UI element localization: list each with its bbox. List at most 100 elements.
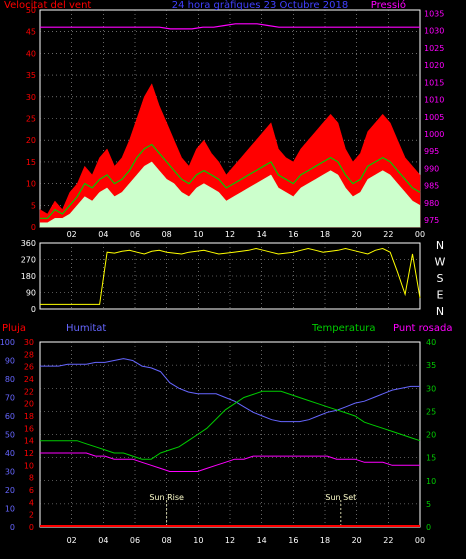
temperature-tick-label: 2 <box>29 511 34 520</box>
x-tick-label: 00 <box>415 536 425 545</box>
x-tick-label: 08 <box>162 536 172 545</box>
humidity-tick-label: 20 <box>5 486 15 495</box>
wind-tick-label: 15 <box>26 158 36 167</box>
x-tick-label: 02 <box>67 230 77 239</box>
pressure-tick-label: 1035 <box>424 9 444 18</box>
humidity-tick-label: 100 <box>0 338 15 347</box>
x-tick-label: 04 <box>98 536 108 545</box>
humidity-tick-label: 70 <box>5 394 15 403</box>
x-tick-label: 22 <box>383 536 393 545</box>
humidity-label: Humitat <box>66 323 106 334</box>
pressure-tick-label: 1010 <box>424 96 444 105</box>
pressure-tick-label: 1000 <box>424 130 444 139</box>
humidity-tick-label: 40 <box>5 449 15 458</box>
compass-label: S <box>437 272 444 285</box>
wind-tick-label: 20 <box>26 136 36 145</box>
pressure-tick-label: 1030 <box>424 27 444 36</box>
right-tick-label: 20 <box>426 431 436 440</box>
wind-tick-label: 40 <box>26 49 36 58</box>
x-tick-label: 22 <box>383 230 393 239</box>
right-tick-label: 10 <box>426 477 436 486</box>
dewpoint-label: Punt rosada <box>393 323 452 334</box>
compass-label: N <box>436 239 444 252</box>
temperature-tick-label: 0 <box>29 523 34 532</box>
direction-tick-label: 90 <box>26 289 36 298</box>
pressure-tick-label: 1015 <box>424 78 444 87</box>
right-tick-label: 5 <box>426 500 431 509</box>
pressure-tick-label: 980 <box>424 199 439 208</box>
direction-tick-label: 0 <box>31 305 36 314</box>
humidity-tick-label: 0 <box>10 523 15 532</box>
x-tick-label: 10 <box>193 230 203 239</box>
pressure-tick-label: 990 <box>424 164 439 173</box>
compass-label: W <box>435 256 446 269</box>
direction-line <box>40 247 421 305</box>
x-tick-label: 00 <box>415 230 425 239</box>
direction-tick-label: 360 <box>21 239 36 248</box>
direction-tick-label: 270 <box>21 256 36 265</box>
compass-label: N <box>436 305 444 318</box>
temperature-tick-label: 28 <box>24 350 34 359</box>
wind-tick-label: 35 <box>26 71 36 80</box>
pressure-tick-label: 995 <box>424 147 439 156</box>
temperature-tick-label: 6 <box>29 486 34 495</box>
wind-tick-label: 30 <box>26 93 36 102</box>
x-tick-label: 16 <box>288 230 298 239</box>
sun-annotation: Sun Rise <box>149 493 184 502</box>
x-tick-label: 06 <box>130 230 140 239</box>
sun-annotation: Sun Set <box>325 493 356 502</box>
temperature-tick-label: 10 <box>24 461 34 470</box>
humidity-line <box>40 358 420 423</box>
speed-area <box>39 161 421 228</box>
temperature-line <box>40 390 421 460</box>
pressure-tick-label: 1020 <box>424 61 444 70</box>
pressure-tick-label: 975 <box>424 216 439 225</box>
x-tick-label: 14 <box>257 230 267 239</box>
compass-label: E <box>437 289 444 302</box>
humidity-tick-label: 50 <box>5 431 15 440</box>
x-tick-label: 12 <box>225 230 235 239</box>
chart-title: 24 hora gràfiques 23 Octubre 2018 <box>172 0 348 11</box>
temperature-tick-label: 26 <box>24 363 34 372</box>
pressure-line <box>40 23 420 30</box>
temperature-tick-label: 22 <box>24 387 34 396</box>
pressure-tick-label: 985 <box>424 182 439 191</box>
pressure-axis-label: Pressió <box>371 0 406 11</box>
pressure-tick-label: 1005 <box>424 113 444 122</box>
right-tick-label: 40 <box>426 338 436 347</box>
x-tick-label: 08 <box>162 230 172 239</box>
x-tick-label: 06 <box>130 536 140 545</box>
wind-tick-label: 10 <box>26 180 36 189</box>
temperature-tick-label: 12 <box>24 449 34 458</box>
x-tick-label: 16 <box>288 536 298 545</box>
temperature-tick-label: 18 <box>24 412 34 421</box>
average-line <box>40 143 421 219</box>
temperature-tick-label: 24 <box>24 375 34 384</box>
direction-tick-label: 180 <box>21 272 36 281</box>
x-tick-label: 20 <box>352 230 362 239</box>
temperature-tick-label: 8 <box>29 474 34 483</box>
wind-tick-label: 0 <box>31 223 36 232</box>
temperature-tick-label: 30 <box>24 338 34 347</box>
x-tick-label: 14 <box>257 536 267 545</box>
pressure-tick-label: 1025 <box>424 44 444 53</box>
x-tick-label: 04 <box>98 230 108 239</box>
dewpoint-line <box>40 452 420 472</box>
temperature-label: Temperatura <box>311 323 376 334</box>
humidity-tick-label: 60 <box>5 412 15 421</box>
right-tick-label: 0 <box>426 523 431 532</box>
right-tick-label: 30 <box>426 384 436 393</box>
rain-label: Pluja <box>2 323 26 334</box>
x-tick-label: 20 <box>352 536 362 545</box>
x-tick-label: 10 <box>193 536 203 545</box>
humidity-tick-label: 80 <box>5 375 15 384</box>
x-tick-label: 12 <box>225 536 235 545</box>
humidity-tick-label: 90 <box>5 357 15 366</box>
humidity-tick-label: 30 <box>5 468 15 477</box>
temperature-tick-label: 14 <box>24 437 34 446</box>
humidity-tick-label: 10 <box>5 505 15 514</box>
right-tick-label: 15 <box>426 454 436 463</box>
x-tick-label: 18 <box>320 230 330 239</box>
